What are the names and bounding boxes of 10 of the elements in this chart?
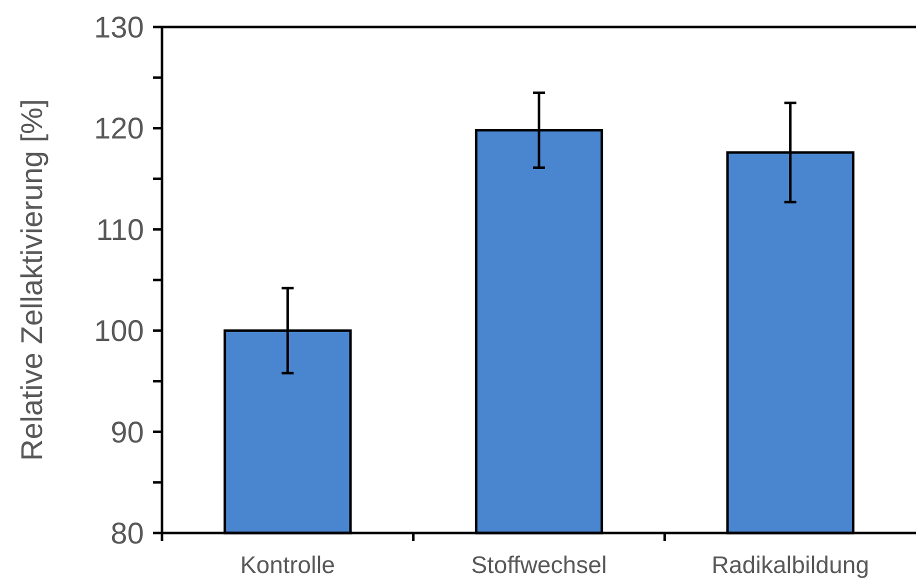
y-tick-label: 110 [96,214,144,247]
y-tick-label: 90 [110,416,144,450]
y-axis-title: Relative Zellaktivierung [%] [16,99,49,461]
y-tick-label: 100 [94,315,144,348]
y-tick-label: 130 [94,12,144,44]
x-tick-label: Radikalbildung [712,552,870,579]
x-tick-label: Kontrolle [240,552,336,579]
y-tick-label: 80 [110,518,144,550]
x-tick-label: Stoffwechsel [471,552,607,579]
y-tick-label: 120 [94,112,144,146]
